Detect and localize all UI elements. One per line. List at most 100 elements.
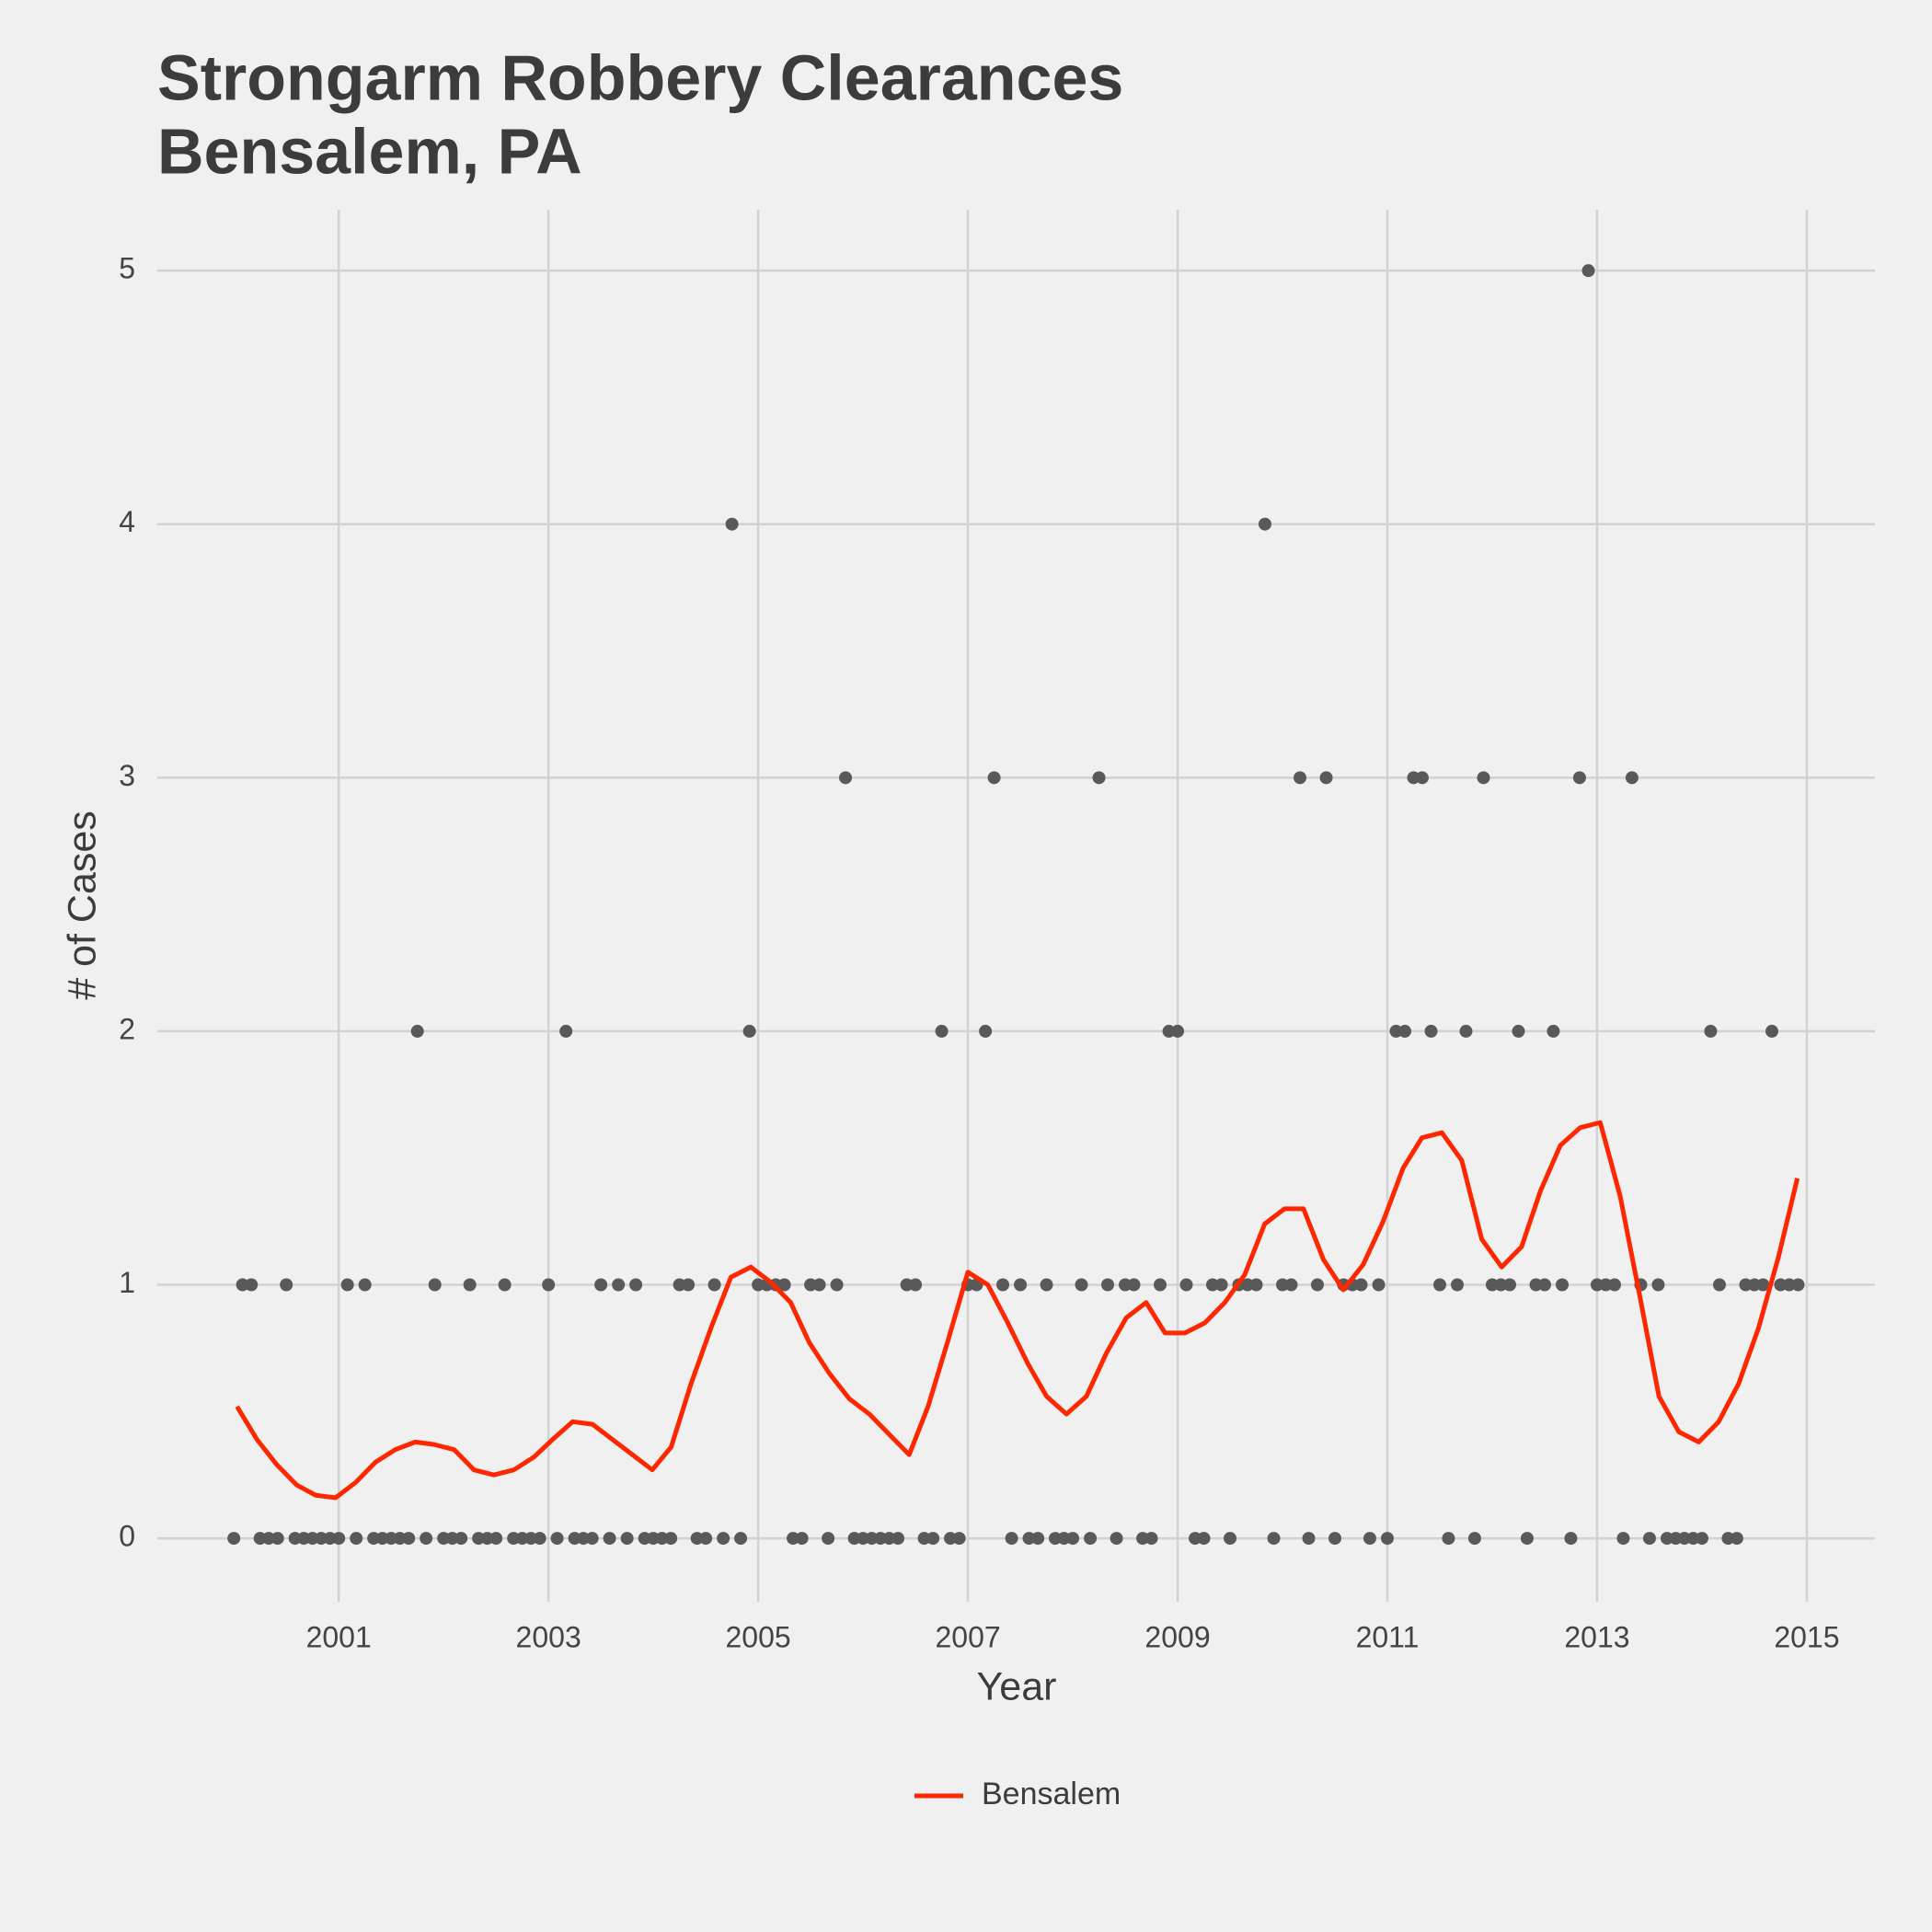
data-point xyxy=(1599,1278,1613,1292)
data-point xyxy=(428,1278,442,1292)
data-point xyxy=(1459,1024,1473,1038)
data-point xyxy=(1616,1532,1630,1546)
data-point xyxy=(524,1532,538,1546)
data-point xyxy=(812,1278,826,1292)
data-point xyxy=(1284,1278,1298,1292)
data-point xyxy=(742,1024,756,1038)
data-point xyxy=(1555,1278,1569,1292)
data-point xyxy=(996,1278,1010,1292)
data-point xyxy=(454,1532,468,1546)
data-point xyxy=(585,1532,599,1546)
data-point xyxy=(270,1532,284,1546)
data-point xyxy=(629,1278,643,1292)
x-tick-label: 2013 xyxy=(1564,1620,1629,1653)
data-point xyxy=(1564,1532,1578,1546)
data-point xyxy=(1547,1024,1560,1038)
data-point xyxy=(717,1532,730,1546)
x-tick-label: 2003 xyxy=(516,1620,581,1653)
data-point xyxy=(1712,1278,1726,1292)
data-point xyxy=(1477,771,1490,785)
data-point xyxy=(1520,1532,1534,1546)
data-point xyxy=(603,1532,616,1546)
data-point xyxy=(533,1532,546,1546)
x-tick-label: 2005 xyxy=(726,1620,791,1653)
data-point xyxy=(830,1278,844,1292)
data-point xyxy=(236,1278,249,1292)
data-point xyxy=(1267,1532,1281,1546)
data-point xyxy=(891,1532,905,1546)
data-point xyxy=(1677,1532,1691,1546)
data-point xyxy=(795,1532,809,1546)
data-point xyxy=(1049,1532,1063,1546)
data-point xyxy=(1695,1532,1708,1546)
data-point xyxy=(1084,1532,1098,1546)
y-tick-label: 4 xyxy=(119,505,135,538)
data-point xyxy=(1625,771,1639,785)
data-point xyxy=(262,1532,276,1546)
data-point xyxy=(734,1532,748,1546)
data-point xyxy=(1249,1278,1263,1292)
data-point xyxy=(280,1278,293,1292)
data-point xyxy=(489,1532,503,1546)
data-point xyxy=(1791,1278,1805,1292)
data-point xyxy=(288,1532,302,1546)
data-point xyxy=(1005,1532,1018,1546)
data-point xyxy=(1110,1532,1123,1546)
data-point xyxy=(664,1532,678,1546)
data-point xyxy=(367,1532,381,1546)
data-point xyxy=(822,1532,835,1546)
data-point xyxy=(1363,1532,1376,1546)
legend-label: Bensalem xyxy=(982,1777,1121,1811)
data-point xyxy=(1537,1278,1551,1292)
data-point xyxy=(1494,1278,1508,1292)
data-point xyxy=(1127,1278,1141,1292)
chart-subtitle: Bensalem, PA xyxy=(157,115,582,187)
data-point xyxy=(1022,1532,1036,1546)
trend-line xyxy=(235,1120,1800,1501)
data-point xyxy=(472,1532,486,1546)
data-point xyxy=(1144,1532,1158,1546)
data-point xyxy=(1389,1024,1403,1038)
data-point xyxy=(1372,1278,1386,1292)
data-point xyxy=(340,1278,354,1292)
x-tick-label: 2007 xyxy=(935,1620,1000,1653)
data-point xyxy=(1451,1278,1465,1292)
y-tick-label: 3 xyxy=(119,759,135,792)
data-point xyxy=(550,1532,564,1546)
x-tick-label: 2011 xyxy=(1356,1620,1420,1653)
data-point xyxy=(909,1278,923,1292)
y-tick-label: 5 xyxy=(119,252,135,285)
data-point xyxy=(1328,1532,1342,1546)
data-point xyxy=(839,771,853,785)
data-point xyxy=(1415,771,1429,785)
data-point xyxy=(620,1532,634,1546)
data-point xyxy=(559,1024,573,1038)
data-point xyxy=(577,1532,591,1546)
data-point xyxy=(1442,1532,1455,1546)
data-point xyxy=(987,771,1001,785)
data-point xyxy=(1503,1278,1517,1292)
data-point xyxy=(1572,771,1586,785)
data-point xyxy=(542,1278,556,1292)
data-point xyxy=(315,1532,328,1546)
data-point xyxy=(393,1532,407,1546)
data-point xyxy=(1040,1278,1053,1292)
data-point xyxy=(1171,1024,1185,1038)
x-tick-label: 2009 xyxy=(1144,1620,1210,1653)
x-tick-label: 2001 xyxy=(306,1620,372,1653)
data-point xyxy=(1424,1024,1438,1038)
data-point xyxy=(1607,1278,1621,1292)
data-point xyxy=(1153,1278,1167,1292)
data-point xyxy=(332,1532,346,1546)
data-point xyxy=(926,1532,940,1546)
data-point xyxy=(1380,1532,1394,1546)
data-point xyxy=(865,1532,879,1546)
x-axis-title: Year xyxy=(977,1664,1057,1708)
data-point xyxy=(787,1532,800,1546)
data-point xyxy=(1354,1278,1368,1292)
data-point xyxy=(463,1278,477,1292)
data-point xyxy=(594,1278,608,1292)
